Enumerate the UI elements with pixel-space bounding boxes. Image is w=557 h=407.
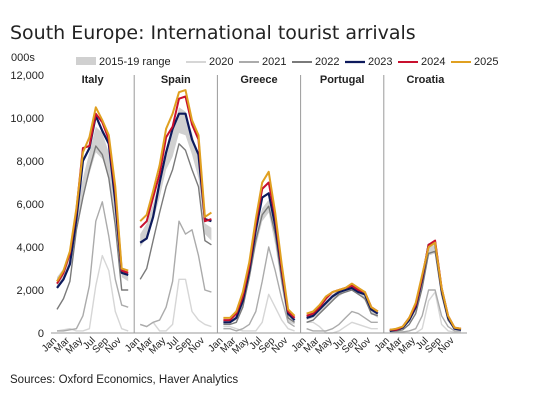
panel-title-greece: Greece xyxy=(240,74,277,86)
x-tick-label: Nov xyxy=(103,335,123,355)
y-tick-label: 4,000 xyxy=(16,242,44,254)
panel-title-italy: Italy xyxy=(82,74,105,86)
x-tick-label: Nov xyxy=(436,335,456,355)
range-band-portugal xyxy=(306,285,378,321)
series-line-portugal-2021 xyxy=(306,310,378,332)
legend-label-2024: 2024 xyxy=(421,56,445,68)
x-tick-label: Nov xyxy=(187,335,207,355)
chart-title: South Europe: International tourist arri… xyxy=(10,22,416,44)
panel-title-portugal: Portugal xyxy=(320,74,365,86)
series-line-spain-2025 xyxy=(139,89,212,222)
y-tick-label: 2,000 xyxy=(16,285,44,297)
y-tick-label: 12,000 xyxy=(10,70,44,82)
series-line-italy-2025 xyxy=(56,106,129,282)
series-line-croatia-2025 xyxy=(389,241,462,331)
legend-label-range: 2015-19 range xyxy=(99,56,171,68)
series-line-greece-2023 xyxy=(223,192,296,324)
series-line-italy-2020 xyxy=(56,254,129,332)
series-line-greece-2022 xyxy=(223,205,295,326)
legend-swatch-range xyxy=(76,57,96,65)
x-tick-label: Nov xyxy=(353,335,373,355)
y-tick-label: 8,000 xyxy=(16,156,44,168)
y-tick-label: 0 xyxy=(38,328,44,340)
series-line-spain-2021 xyxy=(139,220,212,328)
y-axis-label: 000s xyxy=(11,52,35,64)
panel-title-croatia: Croatia xyxy=(406,74,445,86)
series-line-spain-2022 xyxy=(139,143,212,280)
range-band-greece xyxy=(223,199,295,325)
legend-label-2025: 2025 xyxy=(474,56,498,68)
series-line-italy-2022 xyxy=(56,145,129,310)
series-line-portugal-2025 xyxy=(306,282,379,315)
y-tick-label: 6,000 xyxy=(16,199,44,211)
legend-label-2021: 2021 xyxy=(262,56,286,68)
legend-label-2020: 2020 xyxy=(209,56,233,68)
panel-title-spain: Spain xyxy=(161,74,191,86)
y-tick-label: 10,000 xyxy=(10,113,44,125)
legend-label-2022: 2022 xyxy=(315,56,339,68)
series-line-croatia-2021 xyxy=(389,289,461,333)
series-line-greece-2025 xyxy=(223,170,296,319)
series-line-portugal-2020 xyxy=(306,321,378,334)
chart-source: Sources: Oxford Economics, Haver Analyti… xyxy=(10,374,239,386)
series-line-portugal-2022 xyxy=(306,289,379,323)
series-line-greece-2021 xyxy=(223,246,295,332)
series-line-greece-2020 xyxy=(223,293,295,332)
legend-label-2023: 2023 xyxy=(368,56,392,68)
x-tick-label: Nov xyxy=(270,335,290,355)
series-line-italy-2021 xyxy=(57,201,129,332)
